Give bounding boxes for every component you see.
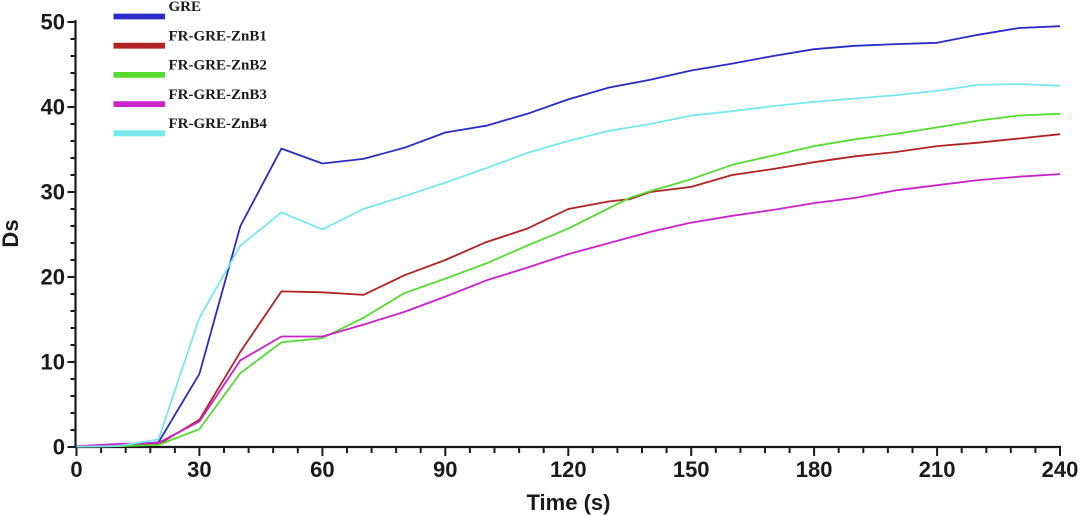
svg-text:GRE: GRE <box>169 0 202 15</box>
svg-text:30: 30 <box>41 180 65 205</box>
svg-text:180: 180 <box>796 457 833 482</box>
svg-text:40: 40 <box>41 95 65 120</box>
svg-text:50: 50 <box>41 10 65 35</box>
svg-text:Ds: Ds <box>0 219 23 247</box>
svg-text:FR-GRE-ZnB3: FR-GRE-ZnB3 <box>169 87 267 103</box>
svg-text:10: 10 <box>41 350 65 375</box>
svg-text:20: 20 <box>41 265 65 290</box>
svg-text:210: 210 <box>919 457 956 482</box>
svg-text:90: 90 <box>433 457 457 482</box>
svg-text:240: 240 <box>1042 457 1079 482</box>
svg-text:150: 150 <box>673 457 710 482</box>
svg-text:0: 0 <box>70 457 82 482</box>
svg-text:120: 120 <box>550 457 587 482</box>
svg-text:30: 30 <box>187 457 211 482</box>
svg-text:FR-GRE-ZnB2: FR-GRE-ZnB2 <box>169 58 267 74</box>
svg-text:0: 0 <box>53 435 65 460</box>
svg-text:Time (s): Time (s) <box>527 490 611 515</box>
svg-text:FR-GRE-ZnB4: FR-GRE-ZnB4 <box>169 116 268 132</box>
svg-text:60: 60 <box>310 457 334 482</box>
svg-text:FR-GRE-ZnB1: FR-GRE-ZnB1 <box>169 28 267 44</box>
